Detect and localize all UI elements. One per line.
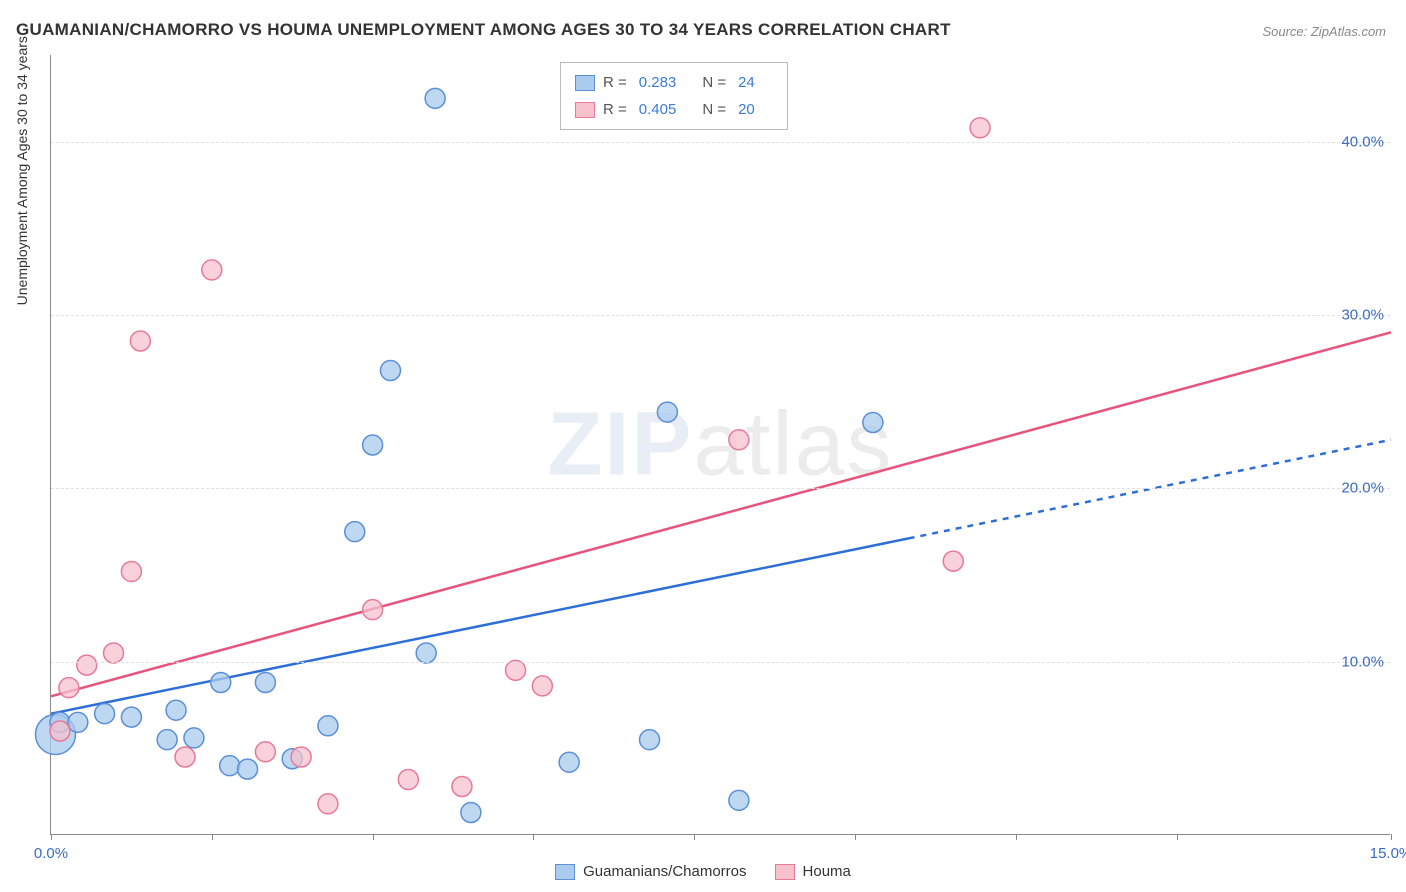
data-point: [345, 522, 365, 542]
data-point: [104, 643, 124, 663]
data-point: [291, 747, 311, 767]
data-point: [68, 712, 88, 732]
data-point: [175, 747, 195, 767]
plot-area: ZIPatlas 10.0%20.0%30.0%40.0%0.0%15.0%: [50, 55, 1390, 835]
data-point: [532, 676, 552, 696]
data-point: [729, 790, 749, 810]
legend-correlation: R = 0.283 N = 24 R = 0.405 N = 20: [560, 62, 788, 130]
legend-item-guam: Guamanians/Chamorros: [555, 863, 746, 880]
y-tick-label: 30.0%: [1341, 307, 1384, 324]
data-point: [318, 716, 338, 736]
x-tick: [51, 834, 52, 840]
source-label: Source: ZipAtlas.com: [1262, 24, 1386, 39]
chart-container: GUAMANIAN/CHAMORRO VS HOUMA UNEMPLOYMENT…: [0, 0, 1406, 892]
data-point: [50, 721, 70, 741]
gridline-h: [51, 142, 1390, 143]
gridline-h: [51, 488, 1390, 489]
x-tick: [694, 834, 695, 840]
x-tick: [533, 834, 534, 840]
data-point: [380, 360, 400, 380]
y-tick-label: 40.0%: [1341, 133, 1384, 150]
data-point: [657, 402, 677, 422]
legend-swatch-guam: [555, 864, 575, 880]
legend-series: Guamanians/Chamorros Houma: [0, 863, 1406, 880]
chart-svg: [51, 55, 1390, 834]
data-point: [452, 776, 472, 796]
data-point: [559, 752, 579, 772]
data-point: [238, 759, 258, 779]
data-point: [863, 412, 883, 432]
data-point: [59, 678, 79, 698]
n-label-guam: N =: [702, 69, 726, 96]
x-tick-label: 15.0%: [1370, 845, 1406, 862]
data-point: [398, 770, 418, 790]
data-point: [184, 728, 204, 748]
x-tick: [212, 834, 213, 840]
y-tick-label: 20.0%: [1341, 480, 1384, 497]
legend-row-houma: R = 0.405 N = 20: [575, 96, 773, 123]
data-point: [363, 435, 383, 455]
trendline-guam-solid: [51, 538, 909, 713]
data-point: [461, 802, 481, 822]
legend-label-houma: Houma: [803, 863, 851, 880]
data-point: [318, 794, 338, 814]
gridline-h: [51, 315, 1390, 316]
data-point: [416, 643, 436, 663]
legend-row-guam: R = 0.283 N = 24: [575, 69, 773, 96]
data-point: [77, 655, 97, 675]
legend-swatch-houma: [775, 864, 795, 880]
swatch-houma: [575, 102, 595, 118]
data-point: [157, 730, 177, 750]
x-tick: [855, 834, 856, 840]
swatch-guam: [575, 75, 595, 91]
x-tick: [1016, 834, 1017, 840]
n-label-houma: N =: [702, 96, 726, 123]
data-point: [166, 700, 186, 720]
data-point: [506, 660, 526, 680]
chart-title: GUAMANIAN/CHAMORRO VS HOUMA UNEMPLOYMENT…: [16, 20, 951, 40]
x-tick: [373, 834, 374, 840]
data-point: [130, 331, 150, 351]
data-point: [970, 118, 990, 138]
x-tick: [1177, 834, 1178, 840]
data-point: [943, 551, 963, 571]
data-point: [95, 704, 115, 724]
data-point: [121, 707, 141, 727]
data-point: [255, 672, 275, 692]
data-point: [425, 88, 445, 108]
r-value-guam: 0.283: [639, 69, 677, 96]
gridline-h: [51, 662, 1390, 663]
r-label-guam: R =: [603, 69, 627, 96]
data-point: [640, 730, 660, 750]
legend-item-houma: Houma: [775, 863, 851, 880]
r-value-houma: 0.405: [639, 96, 677, 123]
data-point: [729, 430, 749, 450]
y-axis-label: Unemployment Among Ages 30 to 34 years: [14, 36, 30, 305]
data-point: [255, 742, 275, 762]
data-point: [363, 600, 383, 620]
data-point: [121, 562, 141, 582]
y-tick-label: 10.0%: [1341, 653, 1384, 670]
n-value-guam: 24: [738, 69, 755, 96]
data-point: [211, 672, 231, 692]
data-point: [202, 260, 222, 280]
r-label-houma: R =: [603, 96, 627, 123]
data-point: [220, 756, 240, 776]
x-tick-label: 0.0%: [34, 845, 68, 862]
legend-label-guam: Guamanians/Chamorros: [583, 863, 746, 880]
n-value-houma: 20: [738, 96, 755, 123]
x-tick: [1391, 834, 1392, 840]
trendline-houma: [51, 332, 1391, 696]
